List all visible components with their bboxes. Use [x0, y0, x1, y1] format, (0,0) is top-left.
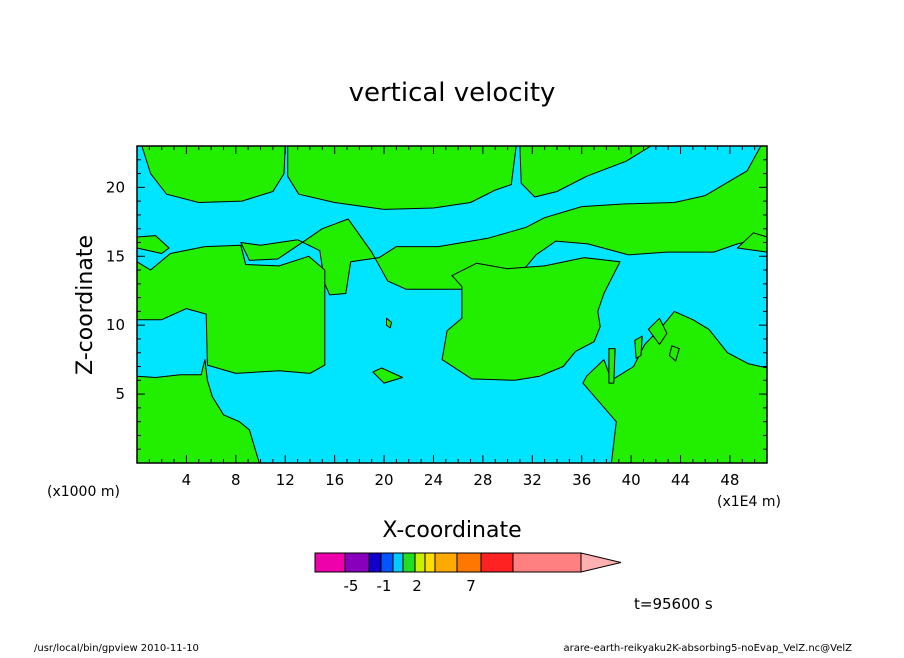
chart-title: vertical velocity	[349, 78, 556, 108]
colorbar-tick-label: 2	[412, 577, 422, 595]
x-unit-left: (x1000 m)	[47, 484, 120, 500]
x-tick-label: 36	[572, 471, 591, 489]
colorbar-bin-9	[434, 552, 458, 573]
colorbar-bin-3	[368, 552, 382, 573]
positive-region-16	[668, 345, 680, 362]
x-tick-label: 32	[523, 471, 542, 489]
colorbar-bin-6	[402, 552, 416, 573]
y-tick-label: 10	[106, 316, 125, 334]
y-tick-label: 15	[106, 247, 125, 265]
x-tick-label: 40	[622, 471, 641, 489]
positive-region-14	[634, 335, 643, 359]
time-label: t=95600 s	[634, 595, 713, 613]
colorbar-bin-8	[424, 552, 436, 573]
footer-right: arare-earth-reikyaku2K-absorbing5-noEvap…	[564, 643, 853, 654]
colorbar-tick-label: -5	[344, 577, 359, 595]
positive-region-2	[287, 145, 517, 210]
x-tick-label: 48	[720, 471, 739, 489]
x-axis-label: X-coordinate	[382, 518, 521, 543]
x-tick-label: 8	[231, 471, 241, 489]
positive-region-12	[386, 317, 392, 329]
colorbar-bin-11	[480, 552, 514, 573]
colorbar-bin-12	[512, 552, 582, 573]
positive-region-1	[136, 145, 286, 203]
colorbar-bin-5	[392, 552, 404, 573]
colorbar-extension-arrow	[580, 552, 622, 573]
y-axis-label: Z-coordinate	[73, 235, 98, 375]
positive-region-4	[240, 145, 768, 296]
positive-region-8	[441, 257, 621, 381]
y-tick-label: 5	[115, 385, 125, 403]
positive-region-7	[136, 244, 326, 374]
x-tick-label: 16	[325, 471, 344, 489]
positive-region-9	[582, 310, 768, 464]
colorbar: -5 -1 2 7	[314, 552, 622, 595]
y-tick-label: 20	[106, 178, 125, 196]
positive-region-15	[647, 317, 668, 345]
positive-region-11	[372, 367, 404, 384]
x-tick-label: 20	[375, 471, 394, 489]
positive-region-3	[519, 145, 652, 198]
colorbar-bin-4	[380, 552, 394, 573]
x-unit-right: (x1E4 m)	[717, 494, 781, 510]
x-tick-label: 44	[671, 471, 690, 489]
colorbar-bin-2	[344, 552, 370, 573]
colorbar-bin-1	[314, 552, 346, 573]
contour-regions	[136, 145, 768, 464]
x-tick-label: 24	[424, 471, 443, 489]
x-tick-label: 12	[276, 471, 295, 489]
colorbar-bin-7	[414, 552, 426, 573]
colorbar-tick-label: 7	[466, 577, 476, 595]
x-tick-label: 28	[473, 471, 492, 489]
x-tick-label: 4	[182, 471, 192, 489]
positive-region-13	[608, 348, 616, 384]
footer-left: /usr/local/bin/gpview 2010-11-10	[34, 643, 199, 654]
colorbar-bin-10	[456, 552, 482, 573]
colorbar-tick-label: -1	[377, 577, 392, 595]
plot-frame	[136, 145, 768, 464]
